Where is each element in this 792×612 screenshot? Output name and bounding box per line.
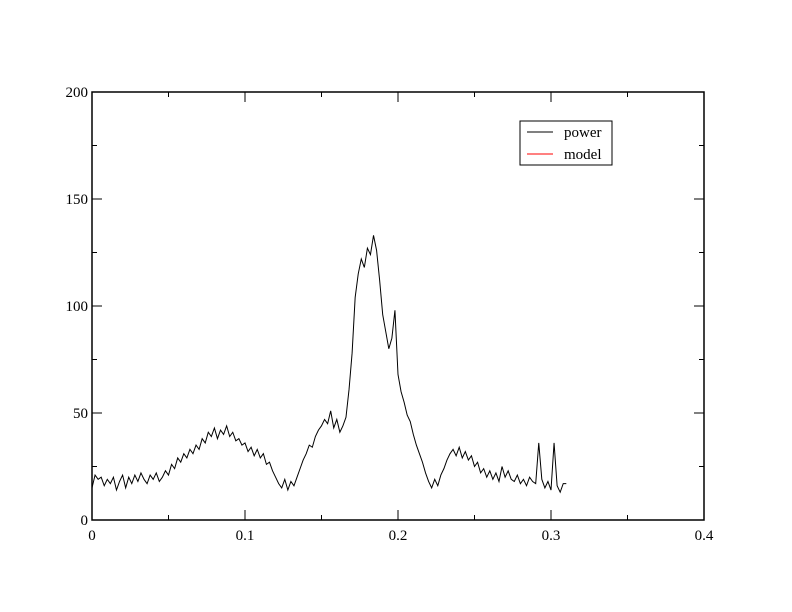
y-tick-label: 150	[66, 192, 89, 208]
x-tick-label: 0.2	[389, 528, 408, 544]
y-tick-label: 0	[81, 513, 89, 529]
x-tick-label: 0	[88, 528, 96, 544]
y-tick-label: 50	[73, 406, 88, 422]
x-tick-label: 0.1	[236, 528, 255, 544]
x-tick-label: 0.4	[695, 528, 714, 544]
y-tick-label: 200	[66, 85, 89, 101]
data-line	[91, 235, 567, 494]
y-tick-label: 100	[66, 299, 89, 315]
legend-label: power	[564, 125, 602, 141]
x-tick-label: 0.3	[542, 528, 561, 544]
legend-box	[519, 120, 613, 166]
legend-label: model	[564, 147, 602, 163]
